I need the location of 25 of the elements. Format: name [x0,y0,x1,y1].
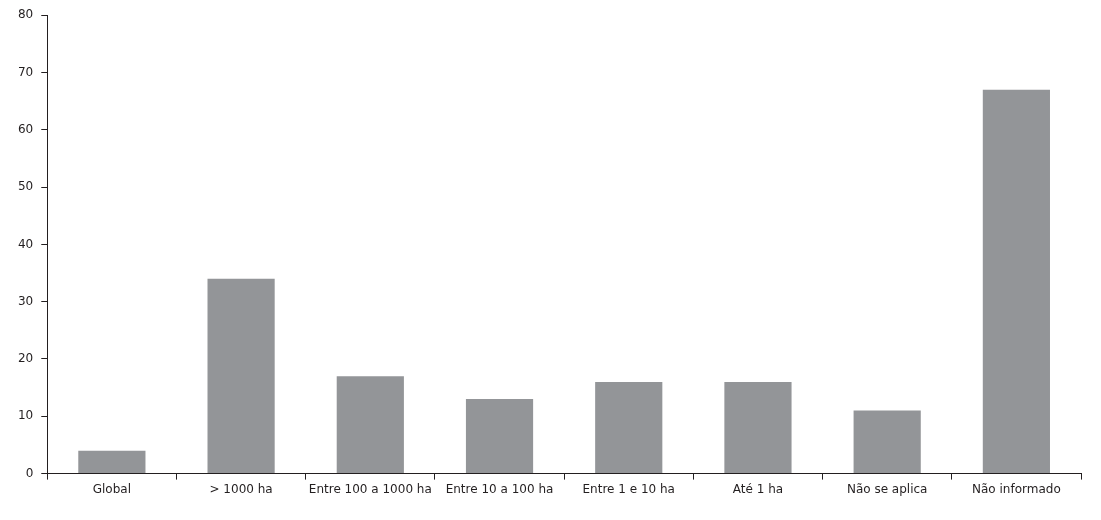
x-tick-label: Entre 10 a 100 ha [445,481,554,496]
x-tick-label: Entre 100 a 1000 ha [308,481,432,496]
y-tick-label: 70 [17,64,34,79]
bar [724,381,792,474]
x-tick-label: Até 1 ha [732,481,784,496]
bar [853,410,921,474]
x-tick-label: Não se aplica [846,481,928,496]
x-tick-label: Global [92,481,132,496]
y-tick-label: 10 [17,408,34,423]
bar [595,381,663,474]
y-tick-label: 60 [17,121,34,136]
y-tick-label: 0 [25,465,34,480]
bar [465,399,534,474]
y-tick-label: 20 [17,351,34,366]
bar [336,376,404,474]
x-tick-label: > 1000 ha [209,481,273,496]
bar [207,278,275,474]
y-tick-label: 80 [17,7,34,22]
y-tick-label: 50 [17,179,34,194]
x-tick-label: Entre 1 e 10 ha [582,481,675,496]
y-tick-label: 40 [17,236,34,251]
y-tick-label: 30 [17,293,34,308]
bar [982,89,1050,474]
x-tick-label: Não informado [972,481,1061,496]
bar [78,450,146,474]
